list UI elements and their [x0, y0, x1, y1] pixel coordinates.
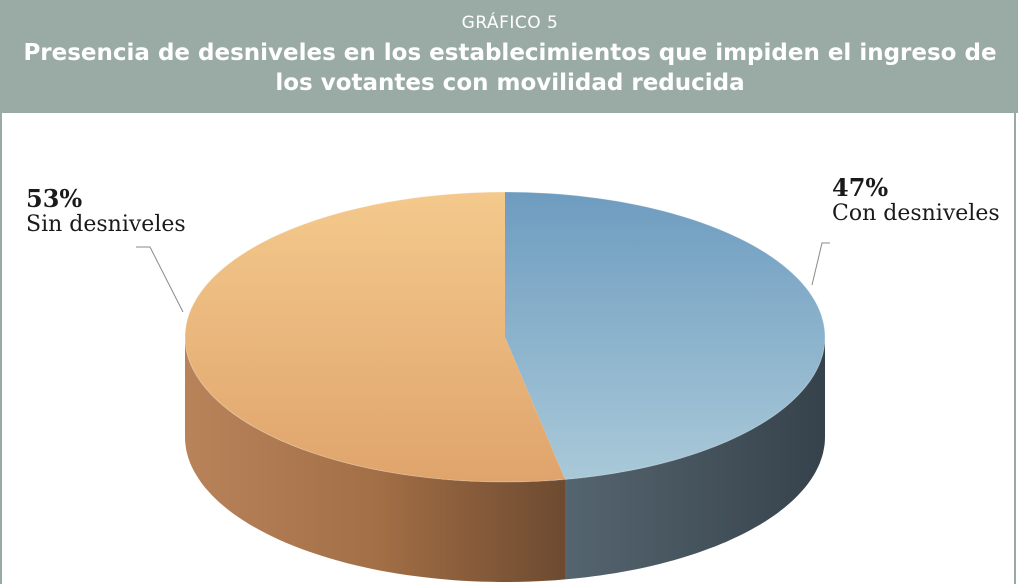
pie-chart — [136, 191, 830, 582]
slice-label-without-steps: 53% Sin desniveles — [26, 186, 186, 238]
slice-side-with-steps — [565, 337, 825, 580]
leader-line-with-steps — [811, 242, 830, 286]
slice-side-without-steps — [185, 337, 565, 582]
slice-value-with-steps: 47% — [832, 173, 889, 202]
chart-header: GRÁFICO 5 Presencia de desniveles en los… — [2, 0, 1018, 113]
slice-with-steps — [505, 192, 825, 480]
chart-kicker: GRÁFICO 5 — [461, 13, 559, 33]
slice-name-with-steps: Con desniveles — [832, 201, 1000, 226]
leader-line-without-steps — [136, 246, 184, 313]
slice-label-with-steps: 47% Con desniveles — [832, 175, 1000, 227]
slice-value-without-steps: 53% — [26, 184, 83, 213]
slice-name-without-steps: Sin desniveles — [26, 212, 186, 237]
pie-rim — [184, 191, 826, 483]
chart-title: Presencia de desniveles en los estableci… — [23, 40, 997, 96]
slice-without-steps — [185, 192, 565, 482]
